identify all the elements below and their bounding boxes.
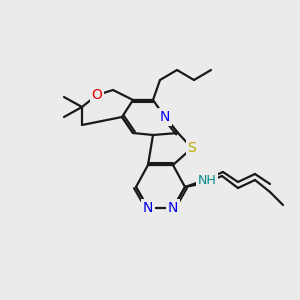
- Text: N: N: [143, 201, 153, 215]
- Text: N: N: [160, 110, 170, 124]
- Text: N: N: [168, 201, 178, 215]
- Text: NH: NH: [198, 175, 216, 188]
- Text: S: S: [188, 141, 196, 155]
- Text: O: O: [92, 88, 102, 102]
